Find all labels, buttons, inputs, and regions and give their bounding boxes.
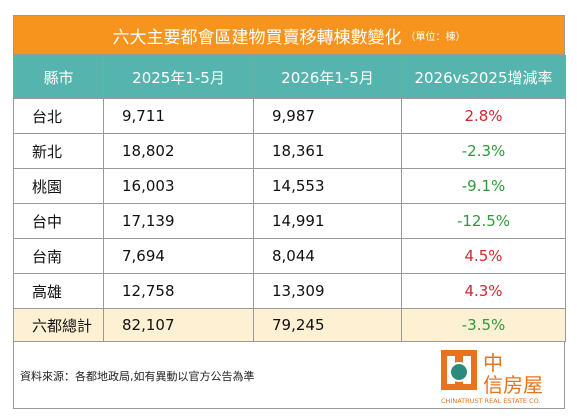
value-cell: 14,991: [253, 203, 402, 239]
city-cell: 六都總計: [13, 308, 104, 342]
city-cell: 桃園: [13, 168, 104, 204]
logo-text: 信房屋: [483, 373, 543, 397]
value-cell: 14,553: [253, 168, 402, 204]
footer: 資料來源：各都地政局,如有異動以官方公告為準 中 信房屋 CHINATRUST …: [13, 342, 565, 409]
table-row: 高雄 12,758 13,309 4.3%: [13, 273, 566, 309]
header-row: 縣市 2025年1-5月 2026年1-5月 2026vs2025增減率: [13, 55, 566, 99]
value-cell: 9,987: [253, 98, 402, 134]
change-cell: -3.5%: [401, 308, 566, 342]
unit: （單位：棟）: [405, 31, 466, 43]
change-cell: -9.1%: [401, 168, 566, 204]
city-cell: 高雄: [13, 273, 104, 309]
value-cell: 12,758: [103, 273, 254, 309]
column-header: 2026年1-5月: [253, 55, 402, 99]
city-cell: 台南: [13, 238, 104, 274]
value-cell: 13,309: [253, 273, 402, 309]
change-cell: 2.8%: [401, 98, 566, 134]
column-header: 2026vs2025增減率: [401, 55, 566, 99]
logo-mark: [449, 362, 469, 382]
city-cell: 台北: [13, 98, 104, 134]
value-cell: 82,107: [103, 308, 254, 342]
value-cell: 16,003: [103, 168, 254, 204]
value-cell: 18,361: [253, 133, 402, 169]
change-cell: 4.3%: [401, 273, 566, 309]
table-row: 桃園 16,003 14,553 -9.1%: [13, 168, 566, 204]
table-row: 六都總計 82,107 79,245 -3.5%: [13, 308, 566, 342]
infographic: 六大主要都會區建物買賣移轉棟數變化 （單位：棟） 縣市 2025年1-5月 2026…: [13, 15, 566, 409]
value-cell: 18,802: [103, 133, 254, 169]
column-header: 2025年1-5月: [103, 55, 254, 99]
table-row: 新北 18,802 18,361 -2.3%: [13, 133, 566, 169]
table-body: 台北 9,711 9,987 2.8% 新北 18,802 18,361 -2.3% 桃園 16,…: [13, 98, 566, 342]
title-bar: 六大主要都會區建物買賣移轉棟數變化 （單位：棟）: [13, 15, 565, 55]
value-cell: 17,139: [103, 203, 254, 239]
data-table: 縣市 2025年1-5月 2026年1-5月 2026vs2025增減率 台北 9,71…: [13, 55, 566, 342]
table-row: 台北 9,711 9,987 2.8%: [13, 98, 566, 134]
value-cell: 7,694: [103, 238, 254, 274]
value-cell: 8,044: [253, 238, 402, 274]
value-cell: 79,245: [253, 308, 402, 342]
value-cell: 9,711: [103, 98, 254, 134]
city-cell: 台中: [13, 203, 104, 239]
change-cell: -12.5%: [401, 203, 566, 239]
logo-text: 中: [483, 351, 503, 375]
logo-subtitle: CHINATRUST REAL ESTATE CO.: [441, 397, 541, 405]
column-header: 縣市: [13, 55, 104, 99]
source-note: 資料來源：各都地政局,如有異動以官方公告為準: [20, 370, 255, 383]
change-cell: -2.3%: [401, 133, 566, 169]
title: 六大主要都會區建物買賣移轉棟數變化: [112, 27, 402, 48]
table-row: 台南 7,694 8,044 4.5%: [13, 238, 566, 274]
logo: 中 信房屋 CHINATRUST REAL ESTATE CO.: [441, 350, 543, 405]
city-cell: 新北: [13, 133, 104, 169]
table-row: 台中 17,139 14,991 -12.5%: [13, 203, 566, 239]
change-cell: 4.5%: [401, 238, 566, 274]
